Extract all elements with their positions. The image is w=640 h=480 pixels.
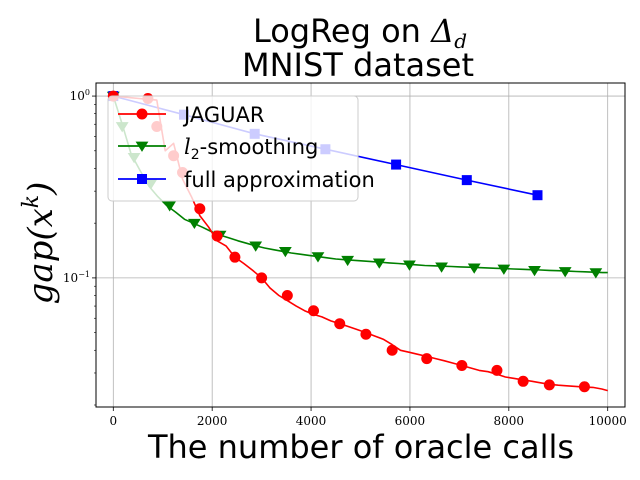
- series-marker: [372, 258, 386, 269]
- series-marker: [308, 305, 320, 317]
- series-marker: [578, 381, 590, 393]
- series-marker: [435, 262, 448, 273]
- series-marker: [311, 252, 325, 263]
- x-tick-label: 10000: [589, 414, 627, 428]
- chart-title: LogReg on Δd MNIST dataset: [242, 12, 474, 84]
- legend-marker: [137, 174, 147, 184]
- x-tick-label: 6000: [395, 414, 426, 428]
- x-tick-label: 4000: [296, 414, 327, 428]
- series-marker: [461, 175, 472, 186]
- series-marker: [229, 251, 241, 263]
- series-marker: [497, 264, 511, 275]
- series-marker: [589, 268, 603, 279]
- series-marker: [341, 255, 355, 267]
- series-marker: [543, 379, 555, 391]
- legend-label-jaguar: JAGUAR: [182, 103, 264, 127]
- series-marker: [467, 263, 481, 274]
- series-marker: [249, 241, 263, 252]
- x-tick-label: 0: [109, 414, 117, 428]
- series-marker: [528, 266, 541, 277]
- y-axis-label: gap(xk): [19, 182, 61, 305]
- series-marker: [558, 267, 572, 278]
- series-marker: [532, 190, 543, 201]
- series-marker: [360, 328, 372, 340]
- series-marker: [421, 353, 433, 365]
- series-marker: [517, 375, 529, 387]
- x-tick-label: 2000: [197, 414, 228, 428]
- y-axis-ticks: 10−1 100: [63, 88, 96, 406]
- series-marker: [194, 203, 206, 215]
- y-tick-label: 10−1: [63, 270, 90, 285]
- legend-label-l2-smoothing: l2-smoothing: [184, 135, 318, 163]
- legend-marker: [136, 108, 148, 120]
- plot-frame: [95, 82, 626, 408]
- title-line-1: LogReg on Δd: [253, 12, 467, 53]
- series-marker: [491, 364, 503, 376]
- x-tick-label: 8000: [494, 414, 525, 428]
- legend-box: [107, 95, 359, 202]
- series-marker: [391, 159, 402, 170]
- series-marker: [278, 246, 292, 258]
- x-axis-label: The number of oracle calls: [147, 428, 574, 466]
- legend-marker: [135, 141, 149, 152]
- series-marker: [334, 318, 346, 330]
- series-marker: [386, 344, 398, 356]
- x-axis-ticks: 0 2000 4000 6000 8000 10000: [109, 407, 627, 428]
- series-marker: [211, 230, 223, 242]
- series-marker: [163, 201, 177, 212]
- legend: JAGUAR l2-smoothing full approximation: [107, 95, 375, 202]
- series-marker: [456, 359, 468, 371]
- series-marker: [256, 272, 268, 284]
- legend-label-full-approximation: full approximation: [184, 168, 375, 192]
- series-marker: [403, 260, 416, 271]
- title-line-2: MNIST dataset: [242, 46, 474, 84]
- y-tick-label: 100: [70, 88, 90, 103]
- series-marker: [187, 218, 201, 230]
- series-marker: [281, 290, 293, 302]
